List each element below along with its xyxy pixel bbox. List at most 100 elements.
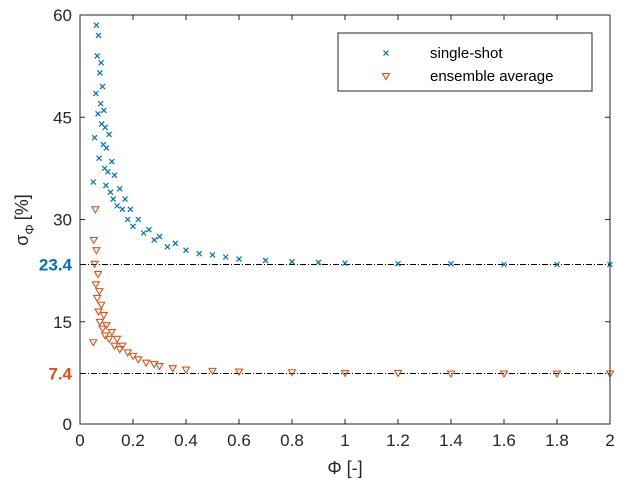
data-point xyxy=(117,342,127,351)
x-axis-ticks: 0 0.2 0.4 0.6 0.8 1 1.2 1.4 1.6 1.8 2 xyxy=(75,15,615,450)
data-point xyxy=(127,206,134,213)
y-axis-ticks: 0 15 30 45 60 xyxy=(53,6,610,434)
data-point xyxy=(103,145,110,151)
data-point xyxy=(287,369,297,377)
data-point xyxy=(102,322,111,330)
data-point xyxy=(95,318,105,327)
data-point xyxy=(133,356,143,364)
data-point xyxy=(98,59,105,66)
data-point xyxy=(140,230,147,237)
data-point xyxy=(156,233,163,240)
legend-label-single-shot: single-shot xyxy=(430,45,503,62)
data-point xyxy=(196,250,203,257)
legend-label-ensemble-average: ensemble average xyxy=(430,68,553,85)
x-tick-label: 0.2 xyxy=(121,431,145,450)
series-single-shot xyxy=(90,22,613,268)
legend-marker-ensemble-average xyxy=(381,73,391,81)
data-point xyxy=(92,90,99,97)
data-point xyxy=(116,185,123,192)
data-point xyxy=(342,260,348,267)
data-point xyxy=(208,367,217,376)
y-tick-label: 0 xyxy=(63,415,72,434)
data-point xyxy=(108,158,115,165)
x-tick-label: 0 xyxy=(75,431,84,450)
data-point xyxy=(111,172,118,179)
data-point xyxy=(103,182,109,189)
data-point xyxy=(96,155,103,162)
series-ensemble-average xyxy=(88,206,615,379)
data-point xyxy=(96,301,106,310)
y-axis-label-subscript: Φ xyxy=(22,224,37,234)
data-point xyxy=(130,223,136,230)
data-point xyxy=(395,260,401,267)
data-point xyxy=(90,206,100,214)
x-tick-label: 1 xyxy=(340,431,349,450)
data-point xyxy=(115,346,125,354)
data-point xyxy=(164,243,171,250)
y-axis-label-symbol: σ xyxy=(12,235,32,246)
data-point xyxy=(222,254,229,260)
data-point xyxy=(107,328,117,337)
data-point xyxy=(114,202,121,209)
asymptote-lines xyxy=(80,263,610,375)
asymptote-label: 23.4 xyxy=(39,255,73,274)
data-point xyxy=(93,22,100,29)
data-point xyxy=(95,110,101,117)
data-point xyxy=(155,363,164,371)
data-point xyxy=(181,366,191,375)
data-point xyxy=(145,226,152,233)
y-tick-label: 30 xyxy=(53,211,72,230)
x-tick-label: 0.4 xyxy=(174,431,198,450)
y-axis-label: σΦ [%] xyxy=(12,194,37,246)
data-point xyxy=(98,325,107,334)
x-tick-label: 0.6 xyxy=(227,431,251,450)
data-point xyxy=(99,311,109,320)
data-point xyxy=(289,258,295,265)
x-tick-label: 0.8 xyxy=(280,431,304,450)
data-point xyxy=(92,294,102,303)
data-point xyxy=(93,271,103,279)
legend: single-shot ensemble average xyxy=(337,32,593,92)
data-point xyxy=(554,261,560,268)
data-point xyxy=(236,256,242,262)
data-point xyxy=(168,365,178,373)
x-tick-label: 2 xyxy=(605,431,614,450)
legend-box xyxy=(337,32,593,92)
data-point xyxy=(104,168,111,175)
data-point xyxy=(135,216,142,223)
data-point xyxy=(499,370,509,379)
data-point xyxy=(393,369,403,378)
data-point xyxy=(141,359,151,368)
data-point xyxy=(91,134,98,141)
data-point xyxy=(94,288,104,296)
data-point xyxy=(94,52,101,59)
legend-marker-single-shot xyxy=(383,50,389,56)
data-point xyxy=(91,247,101,255)
data-point xyxy=(340,369,350,378)
data-point xyxy=(151,237,158,243)
x-tick-label: 1.8 xyxy=(545,431,569,450)
data-point xyxy=(112,335,122,344)
asymptote-annotations: 23.4 7.4 xyxy=(39,255,73,383)
data-point xyxy=(99,83,106,90)
data-point xyxy=(106,131,113,138)
y-axis-label-unit: [%] xyxy=(12,194,32,220)
data-point xyxy=(90,179,97,185)
series-layer xyxy=(88,22,615,379)
data-point xyxy=(183,247,189,254)
data-point xyxy=(107,189,114,196)
data-point xyxy=(234,368,244,377)
y-tick-label: 45 xyxy=(53,108,72,127)
data-point xyxy=(448,260,454,267)
data-point xyxy=(446,370,456,379)
x-tick-label: 1.2 xyxy=(386,431,410,450)
legend-marker xyxy=(383,50,389,56)
data-point xyxy=(315,259,322,266)
data-point xyxy=(124,216,131,223)
svg-text:σΦ[%]: σΦ [%] xyxy=(12,194,37,246)
data-point xyxy=(95,32,102,39)
data-point xyxy=(102,124,109,131)
y-tick-label: 15 xyxy=(53,313,72,332)
data-point xyxy=(89,236,99,245)
